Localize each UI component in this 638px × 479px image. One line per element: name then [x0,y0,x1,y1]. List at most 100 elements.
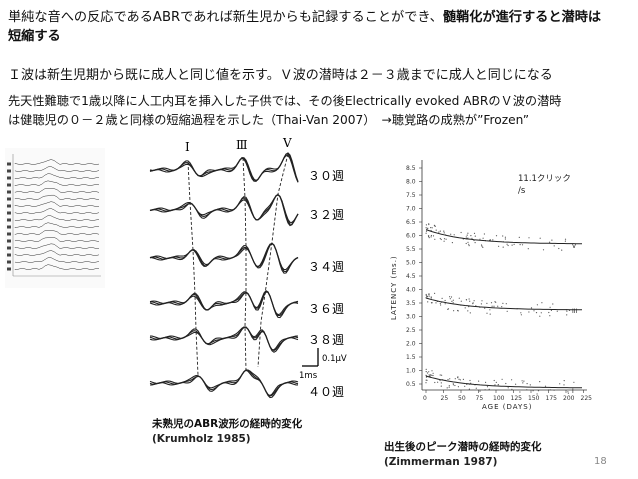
latency-data-point [449,298,451,300]
latency-data-point [539,381,541,383]
intro-plain-text: 単純な音への反応であるABRであれば新生児からも記録することができ、 [8,10,443,25]
peak-label-iii: Ⅲ [236,138,248,152]
latency-data-point [427,235,430,237]
latency-data-point [484,389,486,391]
latency-data-point [553,245,555,247]
latency-data-point [497,305,499,307]
latency-data-point [441,374,443,376]
latency-data-point [479,390,481,392]
latency-data-point [493,305,495,307]
latency-data-point [564,240,566,242]
latency-data-point [465,242,467,245]
latency-data-point [454,378,456,380]
latency-ytick-label: 1.5 [406,354,416,361]
latency-data-point [469,312,471,314]
latency-data-point [448,386,450,388]
week-label-30: ３０週 [308,169,344,183]
latency-data-point [434,238,436,240]
latency-data-point [445,238,447,240]
latency-data-point [441,297,443,299]
thumbnail-trace [14,243,100,249]
latency-data-point [479,238,481,240]
thumbnail-marker [7,204,11,208]
latency-data-point [444,299,446,302]
latency-data-point [475,387,477,389]
latency-data-point [506,243,508,245]
latency-data-point [438,231,440,233]
thumbnail-trace [14,257,100,263]
latency-data-point [425,368,427,370]
latency-data-point [478,380,480,382]
peak-label-i: Ⅰ [185,140,190,154]
latency-data-point [505,303,507,305]
latency-data-point [521,244,524,246]
latency-data-point [458,297,460,299]
intro-bold-text: 髄鞘化が進行すると潜時は [442,10,602,25]
latency-data-point [425,371,427,373]
latency-data-point [537,390,540,392]
latency-data-point [468,298,470,300]
abr-trace [149,193,299,227]
latency-data-point [465,299,468,301]
abr-caption-reference: (Krumholz 1985) [152,433,251,445]
latency-data-point [452,302,454,304]
latency-data-point [502,235,504,237]
latency-ytick-label: 2.0 [406,341,416,348]
week-label-40: ４０週 [308,385,344,399]
thumbnail-trace [14,222,100,228]
latency-xtick-label: 75 [476,395,484,402]
latency-data-point [521,380,523,382]
latency-data-point [428,237,430,239]
thumbnail-trace [14,264,100,270]
ci-line-1: 先天性難聴で1歳以降に人工内耳を挿入した子供では、その後Electrically… [8,94,562,108]
latency-data-point [541,302,543,304]
latency-data-point [480,244,483,246]
latency-data-point [470,235,472,237]
latency-data-point [539,315,541,317]
latency-data-point [432,372,434,374]
latency-xlabel: AGE (DAYS) [482,403,532,411]
latency-data-point [481,300,483,302]
thumbnail-marker [7,253,11,257]
latency-data-point [473,300,475,302]
latency-ytick-label: 3.5 [406,300,416,307]
latency-data-point [444,303,446,305]
latency-data-point [559,383,561,385]
latency-data-point [468,243,470,245]
latency-data-point [472,303,474,305]
latency-data-point [507,387,509,389]
latency-data-point [563,380,565,382]
latency-data-point [430,236,432,238]
latency-trend-curve [425,375,583,389]
latency-data-point [498,245,500,247]
latency-data-point [491,305,493,307]
latency-data-point [430,297,432,299]
latency-data-point [548,311,550,314]
latency-data-point [428,223,430,226]
click-rate-line-1: 11.1クリック [518,174,571,184]
latency-ytick-label: 6.0 [406,233,416,240]
latency-data-point [511,388,513,390]
wave-latency-paragraph: Ｉ波は新生児期から既に成人と同じ値を示す。Ｖ波の潜時は２－３歳までに成人と同じに… [8,68,553,83]
thumbnail-marker [7,246,11,250]
latency-data-point [484,307,486,309]
latency-ytick-label: 5.0 [406,260,416,267]
latency-ytick-label: 1.0 [406,368,416,375]
latency-xtick-label: 25 [441,395,449,402]
latency-data-point [447,308,449,310]
thumbnail-trace [14,215,100,221]
latency-data-point [464,307,466,309]
latency-data-point [425,382,427,384]
latency-data-point [428,293,430,295]
latency-data-point [434,292,436,294]
scale-time-label: 1ms [299,371,318,381]
intro-line-1: 単純な音への反応であるABRであれば新生児からも記録することができ、髄鞘化が進行… [8,8,601,27]
thumbnail-marker [7,190,11,194]
latency-data-point [502,246,504,248]
intro-paragraph: 単純な音への反応であるABRであれば新生児からも記録することができ、髄鞘化が進行… [8,8,601,46]
latency-ytick-label: 0.5 [406,381,416,388]
latency-caption-title: 出生後のピーク潜時の経時的変化 [384,441,542,453]
latency-data-point [471,237,473,239]
latency-data-point [486,312,488,314]
abr-figure-caption: 未熟児のABR波形の経時的変化 (Krumholz 1985) [152,417,302,447]
